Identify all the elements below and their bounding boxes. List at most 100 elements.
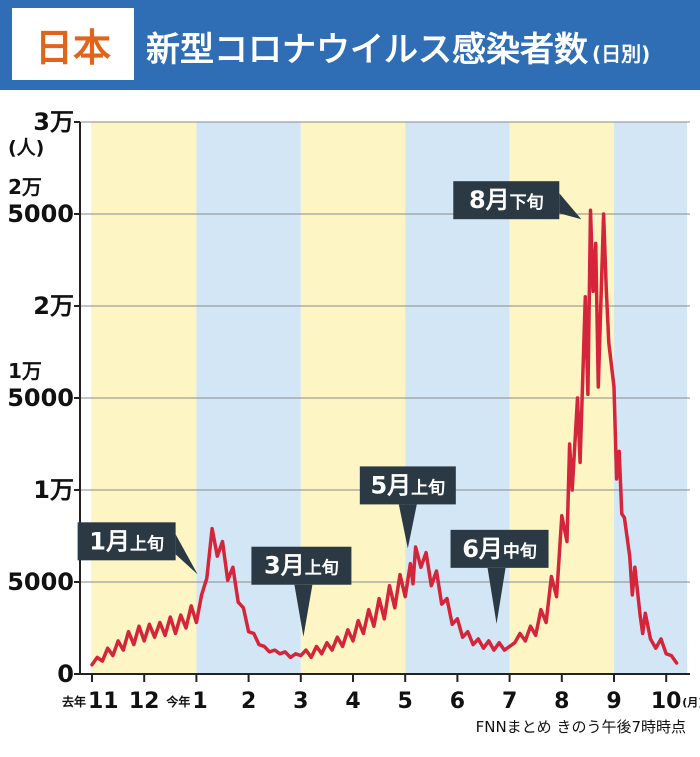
x-tick-label-0: 去年 11 xyxy=(62,674,119,714)
data-point-0-83 xyxy=(519,632,521,635)
data-point-0-33 xyxy=(263,645,266,648)
data-point-0-116 xyxy=(644,612,647,615)
data-point-0-80 xyxy=(503,649,506,651)
data-point-0-101 xyxy=(594,242,597,245)
source-note: FNNまとめ きのう午後7時時点 xyxy=(475,718,686,736)
data-point-0-36 xyxy=(279,652,281,655)
callout-month: 8月 xyxy=(469,186,510,214)
data-point-0-42 xyxy=(310,656,313,659)
x-tick-text: 2 xyxy=(241,689,256,714)
data-point-0-13 xyxy=(159,621,161,624)
callout-month: 5月 xyxy=(370,471,411,499)
callout-period: 上旬 xyxy=(411,477,445,498)
data-point-0-40 xyxy=(300,654,302,657)
x-tick-suffix: (月) xyxy=(682,696,700,709)
data-point-0-41 xyxy=(305,649,307,651)
data-point-0-1 xyxy=(96,656,99,659)
data-point-0-39 xyxy=(294,652,297,655)
callout-2: 5月上旬 xyxy=(359,466,456,549)
data-point-0-66 xyxy=(430,584,433,587)
data-point-0-22 xyxy=(206,577,208,580)
data-point-0-63 xyxy=(414,546,417,548)
data-point-0-14 xyxy=(164,634,166,637)
data-point-0-24 xyxy=(216,555,219,558)
data-point-0-10 xyxy=(143,640,145,642)
data-point-0-9 xyxy=(138,625,140,627)
x-tick-label-11: 10(月) xyxy=(651,674,700,714)
data-point-0-113 xyxy=(634,566,636,569)
data-point-0-26 xyxy=(226,579,229,581)
x-tick-text: 5 xyxy=(398,689,413,714)
data-point-0-112 xyxy=(631,594,634,596)
data-point-0-31 xyxy=(253,632,255,635)
x-tick-label-7: 6 xyxy=(450,674,465,714)
callout-3: 6月中旬 xyxy=(450,529,549,624)
data-point-0-28 xyxy=(237,601,239,604)
data-point-0-86 xyxy=(534,634,537,637)
x-tick-prefix: 今年 xyxy=(165,694,190,709)
data-point-0-29 xyxy=(242,606,245,609)
x-tick-text: 1 xyxy=(192,689,207,714)
data-point-0-122 xyxy=(675,662,678,664)
data-point-0-60 xyxy=(404,595,407,598)
chart-title: 新型コロナウイルス感染者数 (日別) xyxy=(146,22,650,71)
data-point-0-106 xyxy=(613,386,615,388)
data-point-0-71 xyxy=(456,618,459,620)
data-point-0-4 xyxy=(112,654,114,657)
x-tick-label-4: 3 xyxy=(293,674,308,714)
data-point-0-23 xyxy=(211,527,213,530)
data-point-0-11 xyxy=(148,623,151,626)
x-tick-text: 11 xyxy=(88,689,119,714)
y-tick-label-6: 3万 xyxy=(33,108,80,136)
data-point-0-56 xyxy=(383,618,386,620)
data-point-0-25 xyxy=(221,540,224,543)
x-tick-label-6: 5 xyxy=(398,674,413,714)
data-point-0-109 xyxy=(621,513,623,515)
data-point-0-111 xyxy=(628,555,631,558)
x-tick-label-1: 12 xyxy=(129,674,160,714)
x-tick-label-10: 9 xyxy=(606,674,622,714)
data-point-0-50 xyxy=(352,640,354,642)
data-point-0-77 xyxy=(487,640,490,642)
data-point-0-62 xyxy=(412,583,414,585)
data-point-0-53 xyxy=(367,608,370,611)
x-tick-label-3: 2 xyxy=(241,674,256,714)
y-tick-text: 5000 xyxy=(7,568,74,596)
data-point-0-52 xyxy=(362,632,365,635)
data-point-0-91 xyxy=(561,514,563,517)
region-badge-text: 日本 xyxy=(34,25,111,70)
data-point-0-74 xyxy=(472,643,474,646)
y-tick-text: 5000 xyxy=(7,200,74,228)
y-tick-label-2: 1万 xyxy=(33,476,80,504)
callout-box xyxy=(453,181,560,220)
data-point-0-87 xyxy=(540,608,542,611)
callout-period: 上旬 xyxy=(305,558,339,579)
y-tick-text: 1万 xyxy=(8,359,42,383)
data-point-0-81 xyxy=(508,645,511,648)
data-point-0-78 xyxy=(493,649,495,651)
x-tick-label-8: 7 xyxy=(502,674,517,714)
data-point-0-35 xyxy=(273,649,276,651)
data-point-0-96 xyxy=(579,461,581,464)
data-point-0-114 xyxy=(639,614,641,616)
x-tick-label-2: 今年 1 xyxy=(165,674,208,714)
callout-box xyxy=(450,529,549,568)
data-point-0-61 xyxy=(409,562,412,565)
callout-text: 6月中旬 xyxy=(462,535,537,563)
data-point-0-3 xyxy=(106,647,109,650)
x-tick-text: 6 xyxy=(450,689,465,714)
data-point-0-19 xyxy=(190,605,192,607)
x-tick-prefix: 去年 xyxy=(62,694,86,709)
data-point-0-64 xyxy=(420,566,422,569)
data-point-0-0 xyxy=(91,664,93,666)
data-point-0-117 xyxy=(649,638,652,640)
callout-month: 6月 xyxy=(462,535,503,563)
data-point-0-34 xyxy=(268,651,271,653)
data-point-0-73 xyxy=(467,630,469,633)
x-tick-text: 3 xyxy=(293,689,308,714)
data-point-0-98 xyxy=(587,393,589,396)
data-point-0-27 xyxy=(232,566,234,569)
y-tick-text: 2万 xyxy=(33,292,74,320)
callout-pointer xyxy=(487,567,506,624)
y-tick-text: 0 xyxy=(57,660,74,688)
